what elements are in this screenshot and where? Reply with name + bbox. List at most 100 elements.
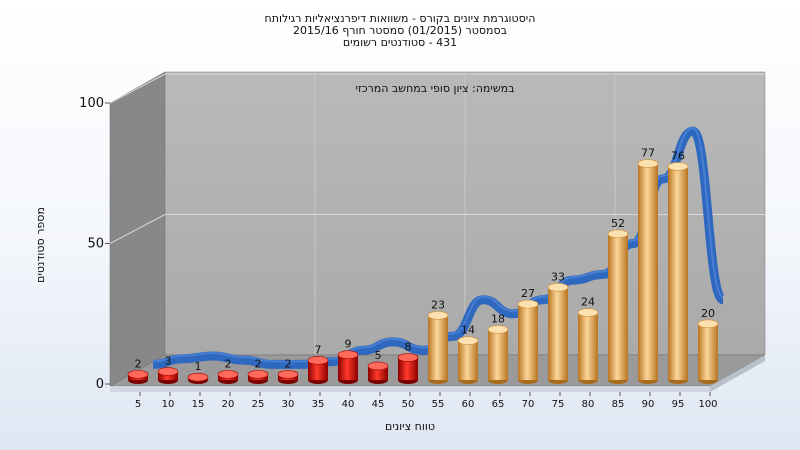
bar-60: 14 bbox=[457, 324, 479, 384]
gridlines bbox=[109, 72, 765, 355]
data-label-80: 24 bbox=[581, 296, 595, 309]
y-axis: 0 50 100 bbox=[79, 96, 110, 392]
data-label-30: 2 bbox=[285, 357, 292, 370]
y-tick-label-0: 0 bbox=[96, 377, 104, 392]
bar-top-15 bbox=[187, 372, 209, 382]
bar-body-85 bbox=[608, 233, 628, 380]
bar-top-60 bbox=[457, 336, 479, 345]
gridline-left-2 bbox=[109, 73, 166, 104]
x-axis-title: טווח ציונים bbox=[385, 420, 435, 433]
data-label-45: 5 bbox=[375, 349, 382, 362]
data-label-15: 1 bbox=[195, 360, 202, 373]
data-label-90: 77 bbox=[641, 147, 655, 160]
y-tick-label-100: 100 bbox=[79, 96, 104, 111]
data-label-40: 9 bbox=[345, 338, 352, 351]
bar-top-70 bbox=[517, 299, 539, 309]
bar-body-80 bbox=[578, 312, 598, 380]
data-label-100: 20 bbox=[701, 307, 715, 320]
floor-right-edge bbox=[710, 355, 765, 392]
bar-45: 5 bbox=[367, 349, 389, 384]
bar-body-60 bbox=[458, 340, 478, 380]
bar-top-20 bbox=[217, 370, 239, 379]
data-label-25: 2 bbox=[255, 357, 262, 370]
bar-body-50 bbox=[398, 357, 418, 380]
data-label-65: 18 bbox=[491, 312, 505, 325]
bar-top-95 bbox=[667, 162, 689, 171]
data-label-60: 14 bbox=[461, 324, 475, 337]
chart-title-line-1: היסטוגרמת ציונים בקורס - משוואות דיפרנצי… bbox=[264, 12, 536, 25]
data-label-75: 33 bbox=[551, 270, 565, 283]
y-tick-label-50: 50 bbox=[87, 237, 104, 252]
bar-top-40 bbox=[337, 350, 359, 360]
bar-55: 23 bbox=[427, 298, 449, 384]
x-tick-label-25: 25 bbox=[252, 399, 265, 410]
y-axis-title: מספר סטודנטים bbox=[34, 207, 47, 283]
data-label-50: 8 bbox=[405, 341, 412, 354]
bar-100: 20 bbox=[697, 307, 719, 384]
x-tick-label-15: 15 bbox=[192, 399, 205, 410]
x-tick-label-5: 5 bbox=[135, 399, 141, 410]
bar-25: 2 bbox=[247, 357, 269, 384]
bar-20: 2 bbox=[217, 357, 239, 384]
bar-body-55 bbox=[428, 315, 448, 380]
bar-15: 1 bbox=[187, 360, 209, 384]
bar-10: 3 bbox=[157, 355, 179, 384]
x-tick-label-10: 10 bbox=[162, 399, 175, 410]
bar-body-35 bbox=[308, 360, 328, 380]
data-label-35: 7 bbox=[315, 343, 322, 356]
bar-top-5 bbox=[127, 370, 149, 379]
x-tick-label-45: 45 bbox=[372, 399, 385, 410]
data-label-55: 23 bbox=[431, 298, 445, 311]
bar-top-65 bbox=[487, 325, 509, 334]
bar-top-80 bbox=[577, 308, 599, 317]
x-tick-label-35: 35 bbox=[312, 399, 325, 410]
bar-top-25 bbox=[247, 370, 269, 379]
bar-top-30 bbox=[277, 370, 299, 379]
bar-65: 18 bbox=[487, 312, 509, 384]
data-label-5: 2 bbox=[135, 357, 142, 370]
data-label-10: 3 bbox=[165, 355, 172, 368]
x-tick-label-70: 70 bbox=[522, 399, 535, 410]
bar-30: 2 bbox=[277, 357, 299, 384]
bar-body-40 bbox=[338, 354, 358, 380]
bar-body-70 bbox=[518, 304, 538, 380]
gridline-left-1 bbox=[109, 214, 166, 244]
data-label-70: 27 bbox=[521, 287, 535, 300]
chart-title-line-2: בסמסטר (01/2015) סמסטר חורף 2015/16 bbox=[293, 24, 507, 37]
x-tick-label-55: 55 bbox=[432, 399, 445, 410]
bar-body-90 bbox=[638, 163, 658, 380]
data-label-95: 76 bbox=[671, 149, 685, 162]
bar-top-50 bbox=[397, 353, 419, 362]
x-tick-label-80: 80 bbox=[582, 399, 595, 410]
x-tick-label-90: 90 bbox=[642, 399, 655, 410]
bar-body-75 bbox=[548, 287, 568, 380]
bar-top-55 bbox=[427, 311, 449, 320]
x-tick-label-30: 30 bbox=[282, 399, 295, 410]
bar-80: 24 bbox=[577, 296, 599, 384]
bar-75: 33 bbox=[547, 270, 569, 384]
bar-85: 52 bbox=[607, 217, 629, 384]
x-tick-label-50: 50 bbox=[402, 399, 415, 410]
bar-5: 2 bbox=[127, 357, 149, 384]
data-label-20: 2 bbox=[225, 357, 232, 370]
x-tick-label-95: 95 bbox=[672, 399, 685, 410]
x-tick-label-40: 40 bbox=[342, 399, 355, 410]
x-tick-label-65: 65 bbox=[492, 399, 505, 410]
bar-top-35 bbox=[307, 356, 329, 365]
bar-body-95 bbox=[668, 166, 688, 380]
bar-top-45 bbox=[367, 361, 389, 371]
bar-top-100 bbox=[697, 319, 719, 329]
bar-40: 9 bbox=[337, 338, 359, 384]
bar-body-100 bbox=[698, 323, 718, 380]
x-tick-label-60: 60 bbox=[462, 399, 475, 410]
bar-70: 27 bbox=[517, 287, 539, 384]
chart-annotation: במשימה: ציון סופי במחשב המרכזי bbox=[355, 82, 514, 95]
bar-top-85 bbox=[607, 229, 629, 239]
bar-top-90 bbox=[637, 159, 659, 168]
bar-35: 7 bbox=[307, 343, 329, 384]
bar-90: 77 bbox=[637, 147, 659, 384]
chart-title-line-3: 431 - סטודנטים רשומים bbox=[342, 36, 458, 49]
x-tick-label-100: 100 bbox=[698, 399, 717, 410]
